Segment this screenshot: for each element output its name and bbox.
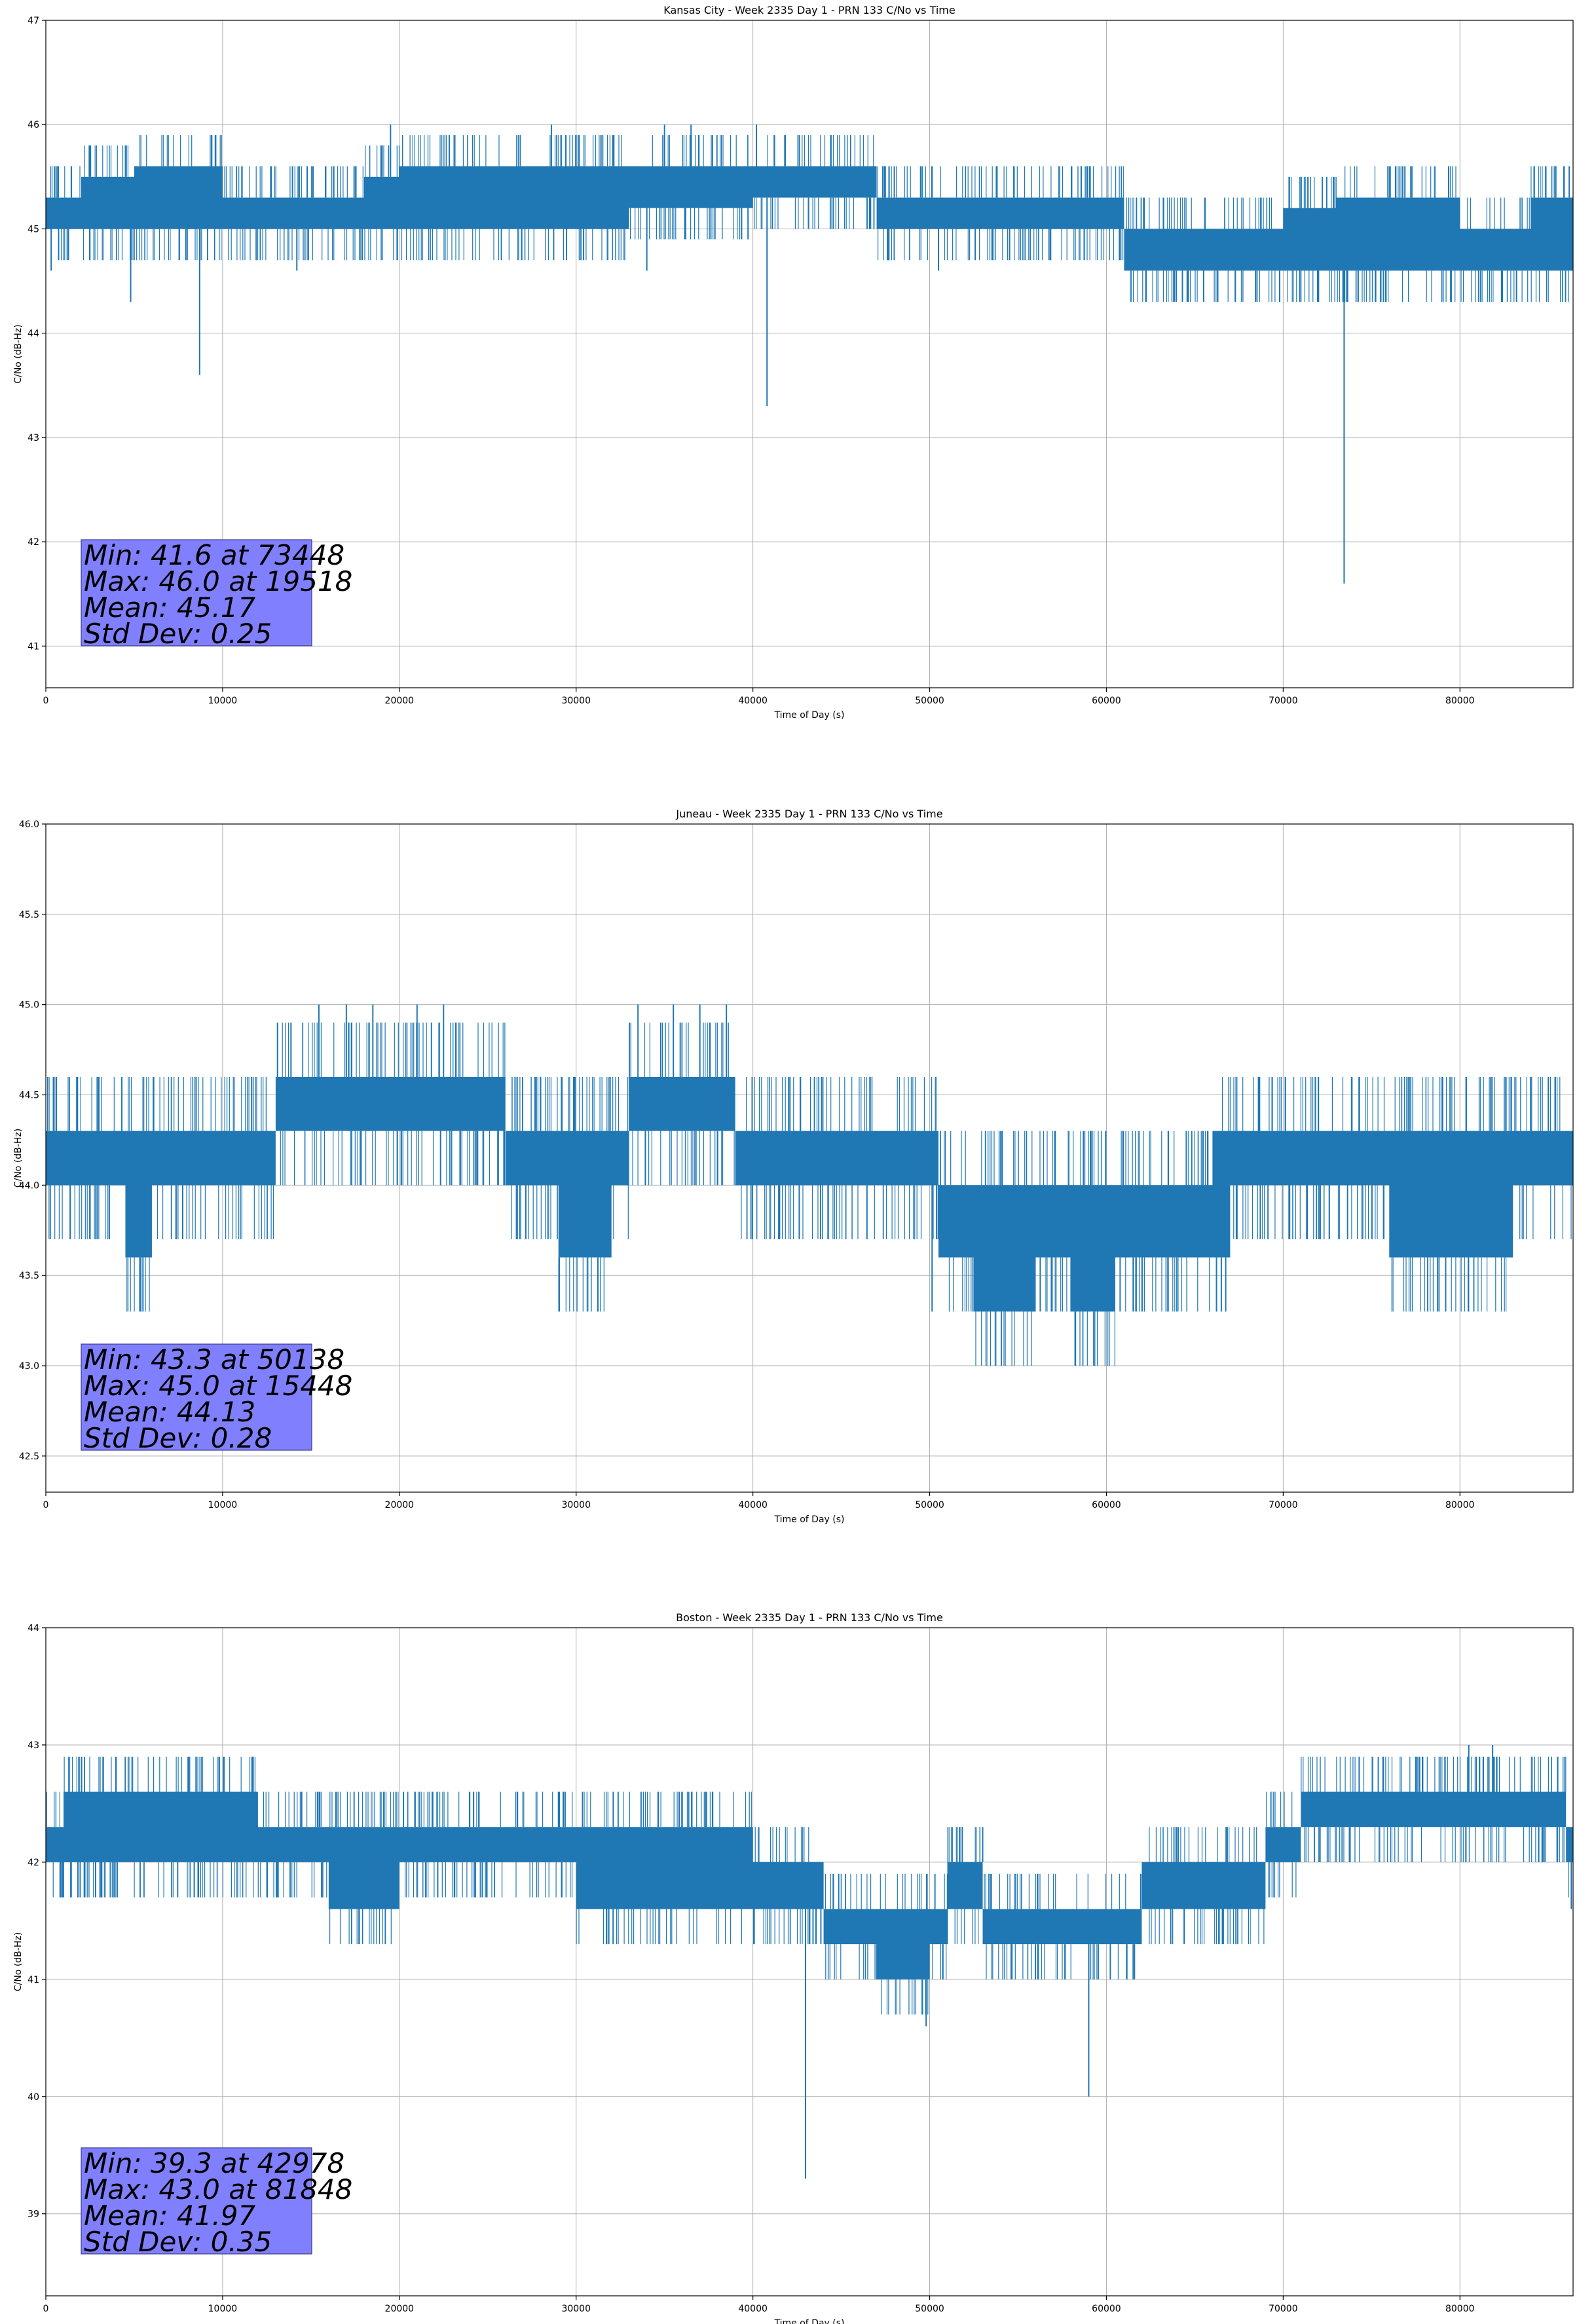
x-tick-label: 50000 xyxy=(915,696,944,706)
y-tick-label: 46.0 xyxy=(19,819,39,830)
stats-box xyxy=(81,1343,312,1451)
stats-line: Min: 39.3 at 42978 xyxy=(84,2147,344,2179)
signal-noise xyxy=(50,135,1570,302)
chart-title: Kansas City - Week 2335 Day 1 - PRN 133 … xyxy=(663,4,955,16)
x-tick-label: 50000 xyxy=(915,1500,944,1510)
x-axis-label: Time of Day (s) xyxy=(774,2318,845,2324)
y-tick-label: 45.0 xyxy=(19,1000,39,1011)
y-tick-label: 42.5 xyxy=(19,1452,39,1462)
stats-line: Max: 43.0 at 81848 xyxy=(84,2173,352,2205)
x-tick-label: 0 xyxy=(43,2304,49,2314)
y-axis-label: C/No (dB-Hz) xyxy=(13,324,24,383)
stats-box xyxy=(81,539,312,647)
stats-line: Min: 43.3 at 50138 xyxy=(84,1343,344,1376)
x-tick-label: 40000 xyxy=(738,2304,768,2314)
x-tick-label: 60000 xyxy=(1092,2304,1121,2314)
signal-noise xyxy=(46,1756,1569,2015)
x-tick-label: 70000 xyxy=(1269,1500,1298,1510)
y-tick-label: 43 xyxy=(28,1740,39,1751)
x-tick-label: 10000 xyxy=(208,2304,238,2314)
x-tick-label: 70000 xyxy=(1269,2304,1298,2314)
x-tick-label: 20000 xyxy=(385,696,415,706)
x-tick-label: 30000 xyxy=(561,2304,591,2314)
x-tick-label: 0 xyxy=(43,696,49,706)
y-tick-label: 44 xyxy=(28,329,39,339)
x-tick-label: 80000 xyxy=(1445,2304,1475,2314)
y-tick-label: 44.0 xyxy=(19,1180,39,1191)
axes-frame xyxy=(45,20,1574,688)
chart-panel-1: 0 10000 20000 30000 40000 50000 60000 70000 8000… xyxy=(13,4,1574,721)
y-tick-label: 39 xyxy=(28,2209,39,2220)
x-tick-label: 30000 xyxy=(561,1500,591,1510)
y-tick-label: 45 xyxy=(28,224,39,234)
x-tick-label: 20000 xyxy=(385,2304,415,2314)
signal-band xyxy=(46,1076,1573,1312)
stats-box xyxy=(81,2147,312,2255)
stats-line: Mean: 45.17 xyxy=(84,591,255,624)
signal-noise xyxy=(47,1022,1572,1366)
x-tick-label: 80000 xyxy=(1445,696,1475,706)
x-tick-label: 70000 xyxy=(1269,696,1298,706)
y-tick-label: 44.5 xyxy=(19,1091,39,1101)
y-axis-label: C/No (dB-Hz) xyxy=(13,1129,24,1188)
y-tick-label: 46 xyxy=(28,120,39,130)
x-tick-label: 10000 xyxy=(208,696,238,706)
x-tick-label: 60000 xyxy=(1092,1500,1121,1510)
signal-band xyxy=(46,166,1573,271)
stats-line: Mean: 41.97 xyxy=(84,2200,255,2232)
stats-line: Std Dev: 0.35 xyxy=(84,2226,272,2258)
stats-line: Min: 41.6 at 73448 xyxy=(84,539,344,571)
chart-title: Juneau - Week 2335 Day 1 - PRN 133 C/No … xyxy=(675,808,942,820)
x-tick-label: 30000 xyxy=(561,696,591,706)
stats-line: Std Dev: 0.25 xyxy=(84,618,272,650)
stats-line: Std Dev: 0.28 xyxy=(84,1422,272,1454)
y-tick-label: 43.0 xyxy=(19,1361,39,1372)
y-tick-label: 42 xyxy=(28,537,39,548)
x-tick-label: 60000 xyxy=(1092,696,1121,706)
y-tick-label: 41 xyxy=(28,1975,39,1985)
chart-panel-2: 0 10000 20000 30000 40000 50000 60000 70000 8000… xyxy=(13,808,1574,1525)
y-tick-label: 45.5 xyxy=(19,910,39,920)
y-tick-label: 41 xyxy=(28,641,39,652)
x-axis-label: Time of Day (s) xyxy=(774,710,845,721)
x-tick-label: 40000 xyxy=(738,1500,768,1510)
y-tick-label: 44 xyxy=(28,1623,39,1634)
signal-band xyxy=(46,1791,1573,1979)
x-tick-label: 0 xyxy=(43,1500,49,1510)
chart-panel-3: 0 10000 20000 30000 40000 50000 60000 70000 8000… xyxy=(13,1611,1574,2324)
chart-title: Boston - Week 2335 Day 1 - PRN 133 C/No … xyxy=(676,1611,943,1624)
y-axis-label: C/No (dB-Hz) xyxy=(13,1932,24,1991)
x-tick-label: 50000 xyxy=(915,2304,944,2314)
x-axis-label: Time of Day (s) xyxy=(774,1514,845,1525)
x-tick-label: 40000 xyxy=(738,696,768,706)
x-tick-label: 20000 xyxy=(385,1500,415,1510)
axes-frame xyxy=(45,823,1574,1493)
y-tick-label: 40 xyxy=(28,2092,39,2103)
stats-line: Mean: 44.13 xyxy=(84,1396,255,1428)
stats-line: Max: 45.0 at 15448 xyxy=(84,1370,352,1402)
x-tick-label: 80000 xyxy=(1445,1500,1475,1510)
axes-frame xyxy=(45,1627,1574,2296)
y-tick-label: 43.5 xyxy=(19,1271,39,1281)
y-tick-label: 42 xyxy=(28,1858,39,1868)
y-tick-label: 43 xyxy=(28,433,39,443)
y-tick-label: 47 xyxy=(28,16,39,26)
x-tick-label: 10000 xyxy=(208,1500,238,1510)
stats-line: Max: 46.0 at 19518 xyxy=(84,565,352,597)
